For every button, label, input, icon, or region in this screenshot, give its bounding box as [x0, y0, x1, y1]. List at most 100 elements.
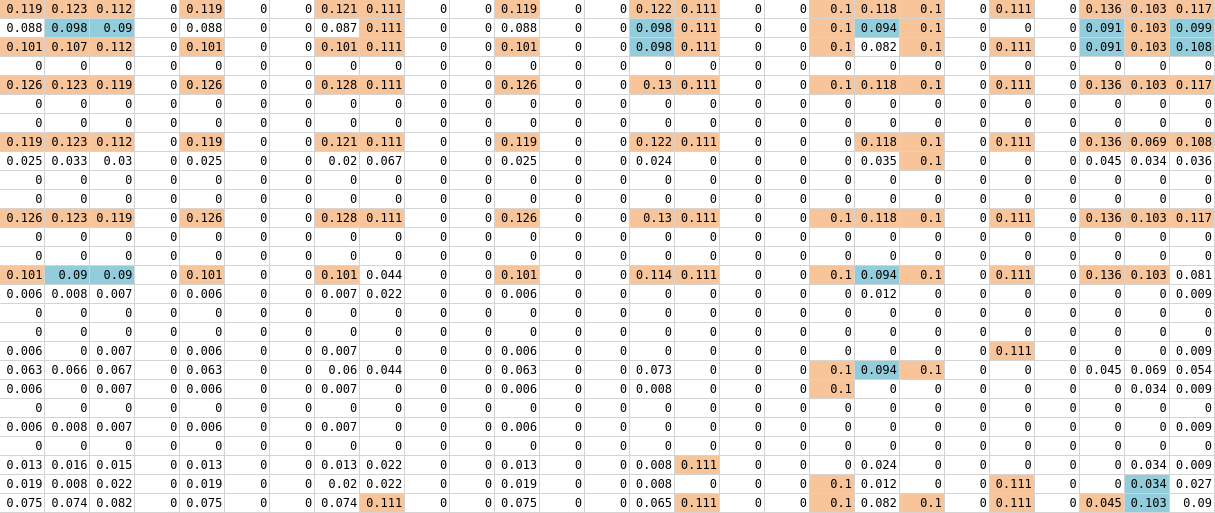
table-cell[interactable]: 0: [134, 474, 181, 494]
table-cell[interactable]: 0: [899, 455, 945, 475]
table-cell[interactable]: 0: [899, 436, 945, 456]
table-cell[interactable]: 0: [269, 417, 316, 437]
table-cell[interactable]: 0: [629, 170, 676, 190]
table-cell[interactable]: 0: [944, 227, 990, 247]
table-cell[interactable]: 0.1: [899, 37, 945, 57]
table-cell[interactable]: 0.063: [179, 360, 226, 380]
table-cell[interactable]: 0: [359, 227, 406, 247]
table-cell[interactable]: 0: [224, 341, 271, 361]
table-cell[interactable]: 0: [0, 189, 46, 209]
table-cell[interactable]: 0: [539, 379, 586, 399]
table-cell[interactable]: 0: [224, 56, 271, 76]
table-cell[interactable]: 0: [899, 94, 945, 114]
table-cell[interactable]: 0: [764, 322, 810, 342]
table-cell[interactable]: 0: [539, 0, 586, 19]
table-cell[interactable]: 0: [539, 455, 586, 475]
table-cell[interactable]: 0: [584, 208, 631, 228]
table-cell[interactable]: 0.117: [1169, 75, 1215, 95]
table-cell[interactable]: 0.009: [1169, 455, 1215, 475]
table-cell[interactable]: 0.006: [0, 284, 46, 304]
table-cell[interactable]: 0: [1034, 132, 1080, 152]
table-cell[interactable]: 0: [539, 436, 586, 456]
table-cell[interactable]: 0.121: [314, 0, 361, 19]
table-cell[interactable]: 0: [494, 189, 541, 209]
table-cell[interactable]: 0: [44, 379, 91, 399]
table-cell[interactable]: 0: [584, 322, 631, 342]
table-cell[interactable]: 0: [809, 398, 855, 418]
table-cell[interactable]: 0: [224, 227, 271, 247]
table-cell[interactable]: 0.103: [1124, 265, 1170, 285]
table-cell[interactable]: 0.091: [1079, 37, 1125, 57]
table-cell[interactable]: 0.128: [314, 208, 361, 228]
table-cell[interactable]: 0.101: [179, 37, 226, 57]
table-cell[interactable]: 0: [764, 94, 810, 114]
table-cell[interactable]: 0: [719, 189, 765, 209]
table-cell[interactable]: 0: [1034, 246, 1080, 266]
table-cell[interactable]: 0.034: [1124, 474, 1170, 494]
table-cell[interactable]: 0.112: [89, 0, 136, 19]
table-cell[interactable]: 0.069: [1124, 132, 1170, 152]
table-cell[interactable]: 0: [494, 94, 541, 114]
table-cell[interactable]: 0: [989, 455, 1035, 475]
table-cell[interactable]: 0: [179, 398, 226, 418]
table-cell[interactable]: 0: [134, 37, 181, 57]
table-cell[interactable]: 0: [944, 398, 990, 418]
table-cell[interactable]: 0: [539, 56, 586, 76]
table-cell[interactable]: 0: [449, 75, 496, 95]
table-cell[interactable]: 0: [584, 94, 631, 114]
table-cell[interactable]: 0: [314, 113, 361, 133]
table-cell[interactable]: 0: [539, 493, 586, 513]
table-cell[interactable]: 0: [764, 284, 810, 304]
table-cell[interactable]: 0.045: [1079, 360, 1125, 380]
table-cell[interactable]: 0: [719, 0, 765, 19]
table-cell[interactable]: 0: [134, 360, 181, 380]
table-cell[interactable]: 0.111: [989, 132, 1035, 152]
table-cell[interactable]: 0: [449, 474, 496, 494]
table-cell[interactable]: 0: [989, 417, 1035, 437]
table-cell[interactable]: 0.075: [0, 493, 46, 513]
table-cell[interactable]: 0: [854, 322, 900, 342]
table-cell[interactable]: 0.006: [0, 379, 46, 399]
table-cell[interactable]: 0: [269, 132, 316, 152]
table-cell[interactable]: 0.007: [89, 379, 136, 399]
table-cell[interactable]: 0: [584, 113, 631, 133]
table-cell[interactable]: 0.122: [629, 132, 676, 152]
table-cell[interactable]: 0.024: [854, 455, 900, 475]
table-cell[interactable]: 0: [269, 303, 316, 323]
table-cell[interactable]: 0: [944, 455, 990, 475]
table-cell[interactable]: 0: [989, 379, 1035, 399]
table-cell[interactable]: 0: [269, 208, 316, 228]
table-cell[interactable]: 0: [359, 94, 406, 114]
table-cell[interactable]: 0: [404, 436, 451, 456]
table-cell[interactable]: 0: [764, 56, 810, 76]
table-cell[interactable]: 0: [224, 94, 271, 114]
table-cell[interactable]: 0: [674, 189, 720, 209]
table-cell[interactable]: 0: [404, 151, 451, 171]
table-cell[interactable]: 0: [404, 398, 451, 418]
table-cell[interactable]: 0.1: [809, 493, 855, 513]
table-cell[interactable]: 0.007: [314, 379, 361, 399]
table-cell[interactable]: 0.02: [314, 474, 361, 494]
table-cell[interactable]: 0.111: [359, 0, 406, 19]
table-cell[interactable]: 0: [764, 208, 810, 228]
table-cell[interactable]: 0: [134, 132, 181, 152]
table-cell[interactable]: 0: [134, 189, 181, 209]
table-cell[interactable]: 0: [44, 170, 91, 190]
table-cell[interactable]: 0: [539, 398, 586, 418]
table-cell[interactable]: 0: [584, 246, 631, 266]
table-cell[interactable]: 0.111: [359, 37, 406, 57]
table-cell[interactable]: 0.006: [179, 284, 226, 304]
table-cell[interactable]: 0: [224, 151, 271, 171]
table-cell[interactable]: 0: [449, 493, 496, 513]
table-cell[interactable]: 0: [719, 37, 765, 57]
table-cell[interactable]: 0.082: [854, 37, 900, 57]
table-cell[interactable]: 0: [404, 75, 451, 95]
table-cell[interactable]: 0.034: [1124, 151, 1170, 171]
table-cell[interactable]: 0: [449, 417, 496, 437]
table-cell[interactable]: 0.118: [854, 0, 900, 19]
table-cell[interactable]: 0: [674, 341, 720, 361]
table-cell[interactable]: 0: [989, 360, 1035, 380]
table-cell[interactable]: 0: [584, 417, 631, 437]
table-cell[interactable]: 0: [584, 360, 631, 380]
table-cell[interactable]: 0: [224, 75, 271, 95]
